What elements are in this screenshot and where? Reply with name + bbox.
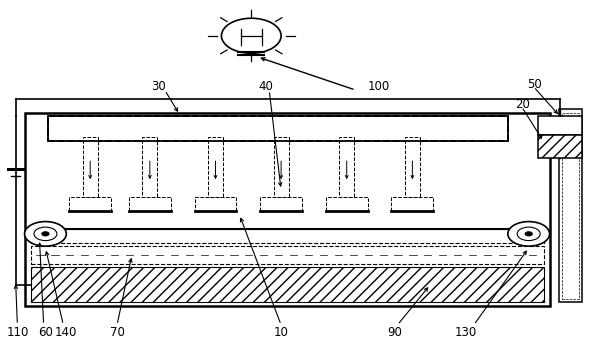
Text: 70: 70 <box>109 326 124 339</box>
Text: 30: 30 <box>151 80 166 93</box>
Text: 40: 40 <box>259 80 274 93</box>
Bar <box>405 137 420 197</box>
Text: 110: 110 <box>6 326 29 339</box>
Bar <box>48 117 508 141</box>
Text: 50: 50 <box>527 78 542 91</box>
Bar <box>30 267 544 302</box>
Text: 130: 130 <box>455 326 477 339</box>
Text: 20: 20 <box>515 98 530 111</box>
Circle shape <box>525 232 532 236</box>
Bar <box>142 137 157 197</box>
Bar <box>339 137 354 197</box>
Bar <box>25 113 550 306</box>
Circle shape <box>221 18 281 53</box>
Bar <box>562 113 579 299</box>
Text: 140: 140 <box>55 326 78 339</box>
Bar <box>129 197 170 211</box>
Text: 100: 100 <box>368 80 390 93</box>
Circle shape <box>25 221 66 246</box>
Bar <box>69 197 111 211</box>
Bar <box>194 197 236 211</box>
Bar <box>538 117 582 135</box>
Bar <box>392 197 433 211</box>
Bar <box>30 228 544 243</box>
Text: 10: 10 <box>274 326 289 339</box>
Bar <box>538 135 582 158</box>
Text: 90: 90 <box>387 326 402 339</box>
Circle shape <box>517 227 540 241</box>
Bar <box>274 137 289 197</box>
Bar <box>48 117 508 141</box>
Text: 60: 60 <box>38 326 53 339</box>
Bar <box>326 197 368 211</box>
Bar <box>559 109 582 302</box>
Circle shape <box>508 221 550 246</box>
Bar <box>30 246 544 264</box>
Bar <box>83 137 97 197</box>
Bar <box>260 197 302 211</box>
Bar <box>208 137 223 197</box>
Circle shape <box>34 227 57 241</box>
Circle shape <box>42 232 49 236</box>
